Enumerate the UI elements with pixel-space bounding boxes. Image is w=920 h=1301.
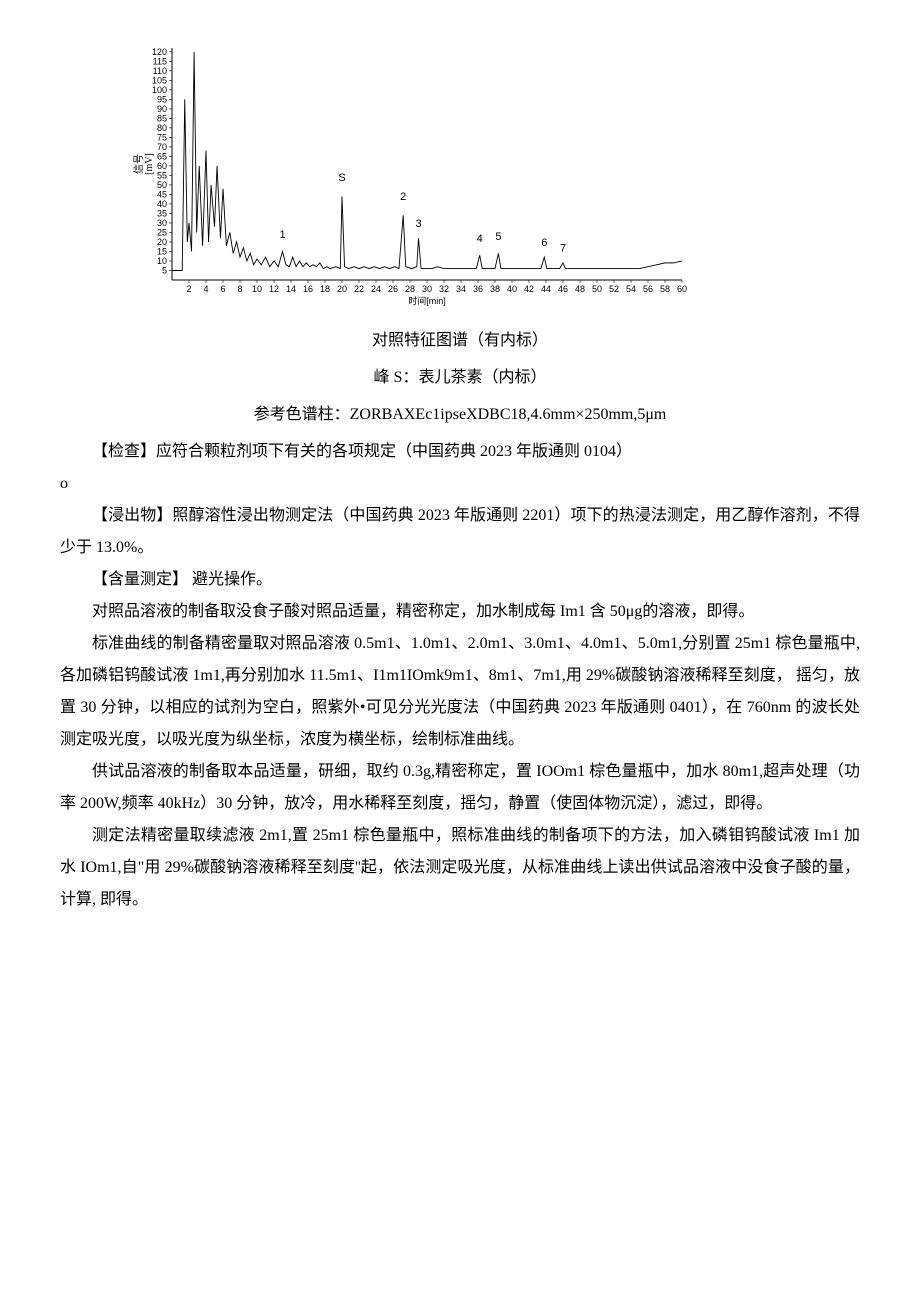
para-check-cont: o [60,468,860,500]
chromatogram-chart: 5101520253035404550556065707580859095100… [130,40,690,320]
chart-caption-2: 峰 S：表儿茶素（内标） [60,362,860,394]
svg-text:115: 115 [153,56,167,66]
svg-text:25: 25 [157,227,167,237]
svg-text:65: 65 [157,151,167,161]
svg-text:15: 15 [157,246,167,256]
chart-caption-3: 参考色谱柱：ZORBAXEc1ipseXDBC18,4.6mm×250mm,5μ… [60,399,860,431]
svg-text:34: 34 [456,284,466,294]
svg-text:50: 50 [157,180,167,190]
svg-text:58: 58 [660,284,670,294]
svg-text:30: 30 [157,218,167,228]
svg-text:60: 60 [157,161,167,171]
svg-text:42: 42 [524,284,534,294]
para-ref-solution: 对照品溶液的制备取没食子酸对照品适量，精密称定，加水制成每 Im1 含 50μg… [60,596,860,628]
para-extract: 【浸出物】照醇溶性浸出物测定法（中国药典 2023 年版通则 2201）项下的热… [60,500,860,564]
svg-text:信号[mV]: 信号[mV] [133,153,155,175]
svg-text:85: 85 [157,113,167,123]
svg-text:45: 45 [157,189,167,199]
svg-text:36: 36 [473,284,483,294]
chromatogram-svg: 5101520253035404550556065707580859095100… [130,40,690,320]
svg-text:60: 60 [677,284,687,294]
chart-caption-1: 对照特征图谱（有内标） [60,325,860,357]
svg-text:55: 55 [157,170,167,180]
svg-text:75: 75 [157,132,167,142]
svg-text:4: 4 [203,284,208,294]
para-method: 测定法精密量取续滤液 2m1,置 25m1 棕色量瓶中，照标准曲线的制备项下的方… [60,820,860,916]
svg-text:6: 6 [220,284,225,294]
svg-text:105: 105 [152,75,167,85]
svg-text:18: 18 [320,284,330,294]
svg-text:40: 40 [507,284,517,294]
svg-text:110: 110 [153,66,167,76]
svg-text:20: 20 [157,237,167,247]
svg-text:30: 30 [422,284,432,294]
svg-text:10: 10 [157,256,167,266]
svg-text:时间[min]: 时间[min] [408,295,446,306]
svg-text:56: 56 [643,284,653,294]
svg-text:S: S [338,172,345,184]
svg-text:40: 40 [157,199,167,209]
svg-text:38: 38 [490,284,500,294]
para-assay-header: 【含量测定】 避光操作。 [60,564,860,596]
svg-text:80: 80 [157,123,167,133]
para-check: 【检查】应符合颗粒剂项下有关的各项规定（中国药典 2023 年版通则 0104） [60,436,860,468]
svg-text:32: 32 [439,284,449,294]
svg-text:5: 5 [495,231,501,243]
svg-text:46: 46 [558,284,568,294]
svg-text:2: 2 [186,284,191,294]
svg-text:44: 44 [541,284,551,294]
svg-text:2: 2 [400,191,406,203]
svg-text:52: 52 [609,284,619,294]
svg-text:50: 50 [592,284,602,294]
svg-text:3: 3 [415,218,421,230]
svg-text:70: 70 [157,142,167,152]
svg-text:90: 90 [157,104,167,114]
svg-text:28: 28 [405,284,415,294]
svg-text:26: 26 [388,284,398,294]
svg-text:6: 6 [541,237,547,249]
svg-text:12: 12 [269,284,279,294]
svg-text:8: 8 [237,284,242,294]
svg-text:95: 95 [157,94,167,104]
para-test-solution: 供试品溶液的制备取本品适量，研细，取约 0.3g,精密称定，置 IOOm1 棕色… [60,756,860,820]
svg-text:14: 14 [286,284,296,294]
svg-text:120: 120 [152,47,167,57]
svg-text:35: 35 [157,208,167,218]
svg-text:16: 16 [303,284,313,294]
para-standard-curve: 标准曲线的制备精密量取对照品溶液 0.5m1、1.0m1、2.0m1、3.0m1… [60,628,860,756]
svg-text:48: 48 [575,284,585,294]
svg-text:22: 22 [354,284,364,294]
svg-text:4: 4 [477,233,483,245]
svg-text:7: 7 [560,242,566,254]
svg-text:5: 5 [162,265,167,275]
svg-text:100: 100 [152,85,167,95]
svg-text:10: 10 [252,284,262,294]
svg-text:1: 1 [279,229,285,241]
svg-text:20: 20 [337,284,347,294]
svg-text:54: 54 [626,284,636,294]
svg-text:24: 24 [371,284,381,294]
